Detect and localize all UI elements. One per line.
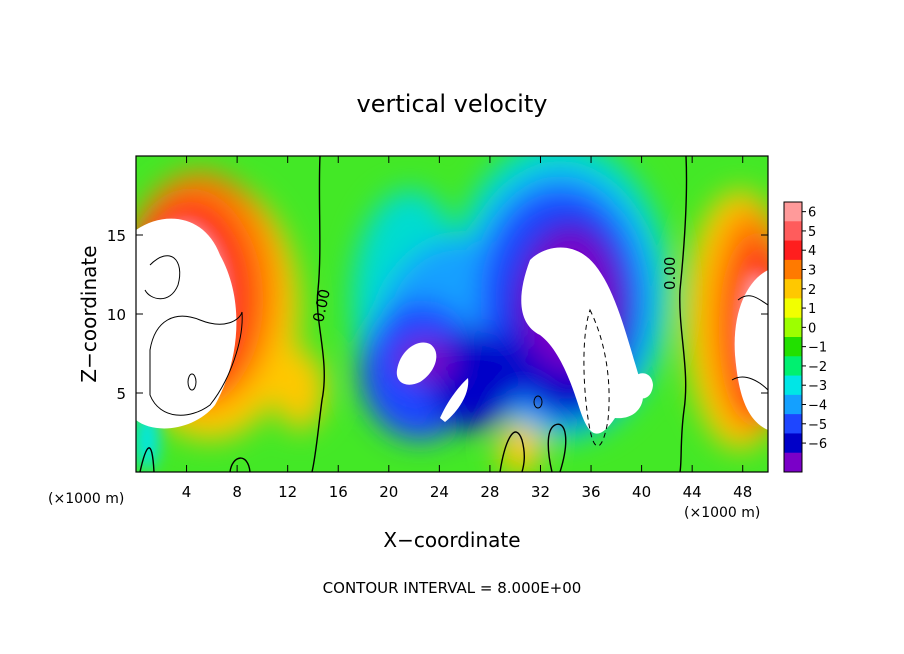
contour-interval-note: CONTOUR INTERVAL = 8.000E+00 — [323, 579, 582, 597]
colorbar-label: −6 — [808, 437, 827, 452]
colorbar-label: −5 — [808, 418, 827, 433]
y-tick-label: 15 — [107, 227, 126, 245]
x-tick-label: 32 — [531, 483, 550, 501]
colorbar-swatch — [784, 337, 802, 357]
colorbar-label: −1 — [808, 341, 827, 356]
x-tick-label: 24 — [430, 483, 449, 501]
y-tick-label: 10 — [107, 306, 126, 324]
colorbar-label: 3 — [808, 264, 816, 279]
y-axis-label: Z−coordinate — [77, 245, 101, 382]
colorbar-labels: 6 5 4 3 2 1 0 −1 −2 −3 −4 −5 −6 — [802, 206, 827, 452]
x-axis-label: X−coordinate — [383, 528, 520, 552]
colorbar-swatch — [784, 240, 802, 261]
colorbar-label: 5 — [808, 225, 816, 240]
x-tick-label: 8 — [232, 483, 242, 501]
colorbar-swatch — [784, 221, 802, 242]
y-tick-label: 5 — [116, 385, 126, 403]
colorbar-swatch — [784, 356, 802, 377]
colorbar-label: 1 — [808, 302, 816, 317]
colorbar-swatch — [784, 414, 802, 434]
colorbar-swatch — [784, 259, 802, 280]
x-tick-label: 44 — [683, 483, 702, 501]
colorbar-label: −4 — [808, 399, 827, 414]
x-unit-left: (×1000 m) — [48, 491, 124, 507]
colorbar-swatch — [784, 317, 802, 338]
colorbar — [783, 201, 803, 473]
colorbar-frame — [783, 201, 803, 473]
colorbar-swatch — [784, 433, 802, 454]
x-tick-label: 48 — [733, 483, 752, 501]
chart-title: vertical velocity — [357, 90, 548, 118]
colorbar-swatch — [784, 394, 802, 415]
colorbar-label: 2 — [808, 283, 816, 298]
x-tick-label: 4 — [182, 483, 192, 501]
x-axis-ticks: 4 8 12 16 20 24 28 32 36 40 44 48 — [182, 156, 752, 501]
x-tick-label: 16 — [329, 483, 348, 501]
y-axis-ticks: 5 10 15 — [107, 227, 768, 403]
contour-label-right: 0.00 — [661, 257, 679, 290]
colorbar-label: −2 — [808, 360, 827, 375]
x-tick-label: 12 — [278, 483, 297, 501]
x-tick-label: 20 — [379, 483, 398, 501]
x-tick-label: 36 — [581, 483, 600, 501]
x-unit-right: (×1000 m) — [684, 505, 760, 521]
velocity-field — [136, 156, 768, 472]
colorbar-swatch — [784, 452, 802, 473]
colorbar-swatch — [784, 375, 802, 396]
colorbar-swatch — [784, 279, 802, 299]
colorbar-swatch — [784, 202, 802, 222]
colorbar-label: 0 — [808, 321, 816, 336]
colorbar-label: 4 — [808, 244, 816, 259]
x-tick-label: 28 — [480, 483, 499, 501]
colorbar-label: 6 — [808, 206, 816, 221]
colorbar-label: −3 — [808, 379, 827, 394]
colorbar-swatch — [784, 298, 802, 319]
x-tick-label: 40 — [632, 483, 651, 501]
